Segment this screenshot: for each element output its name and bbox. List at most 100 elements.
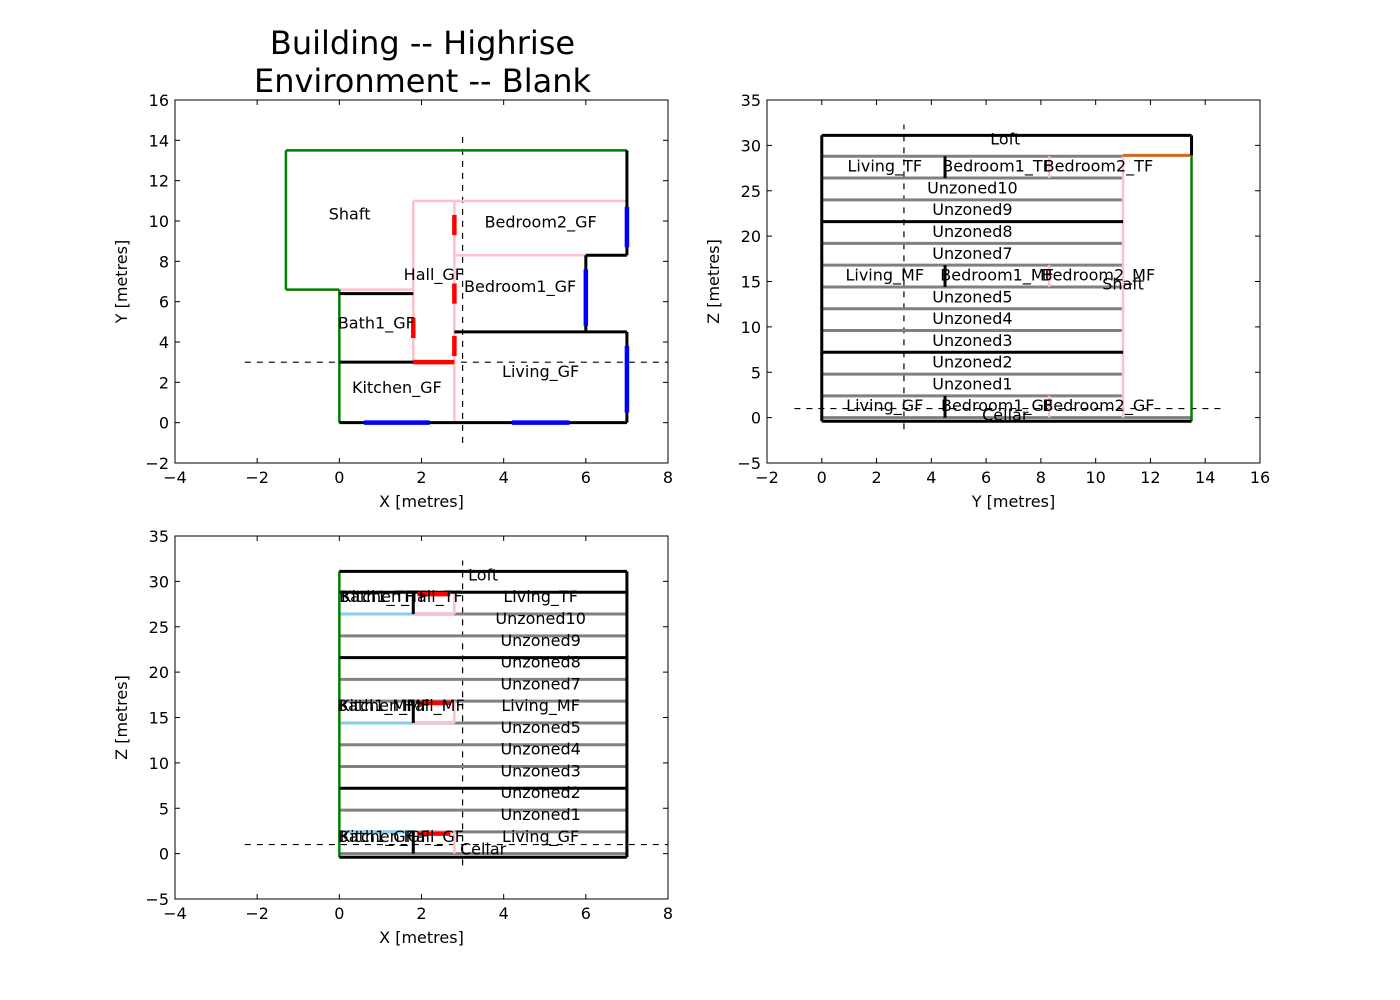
room-label: Hall_TF <box>405 587 463 607</box>
room-label: Bath1_MF <box>337 696 415 716</box>
y-tick-label: 2 <box>159 373 169 392</box>
room-label: Unzoned7 <box>500 674 580 693</box>
x-tick-label: 8 <box>663 904 673 923</box>
x-tick-label: −2 <box>245 904 269 923</box>
y-tick-label: 5 <box>751 363 761 382</box>
room-label: Living_TF <box>847 157 922 177</box>
room-label: Kitchen_MF <box>339 696 430 716</box>
room-label: Bedroom2_GF <box>485 213 597 233</box>
x-tick-label: 4 <box>499 468 509 487</box>
room-label: Shaft <box>1102 275 1144 294</box>
room-label: Bedroom2_MF <box>1042 266 1156 286</box>
x-tick-label: 0 <box>334 904 344 923</box>
y-tick-label: 6 <box>159 293 169 312</box>
y-axis-label: Z [metres] <box>704 239 723 324</box>
y-tick-label: 15 <box>149 709 169 728</box>
room-label: Unzoned4 <box>932 309 1012 328</box>
room-label: Unzoned8 <box>500 653 580 672</box>
y-tick-label: 5 <box>159 799 169 818</box>
y-tick-label: 10 <box>741 318 761 337</box>
y-tick-label: 10 <box>149 212 169 231</box>
x-tick-label: −4 <box>163 468 187 487</box>
x-tick-label: 12 <box>1140 468 1160 487</box>
room-label: Unzoned1 <box>500 805 580 824</box>
room-label: Living_MF <box>845 266 924 286</box>
x-tick-label: 2 <box>416 904 426 923</box>
room-label: Living_GF <box>846 396 923 416</box>
room-label: Unzoned3 <box>932 331 1012 350</box>
room-label: Hall_GF <box>404 265 464 285</box>
y-tick-label: 12 <box>149 172 169 191</box>
x-axis-label: X [metres] <box>379 492 464 511</box>
x-tick-label: 2 <box>416 468 426 487</box>
room-label: Unzoned9 <box>500 631 580 650</box>
y-tick-label: 20 <box>149 663 169 682</box>
x-axis-label: Y [metres] <box>971 492 1055 511</box>
room-label: Bath1_TF <box>339 587 413 607</box>
room-label: Unzoned4 <box>500 740 580 759</box>
room-label: Bedroom1_TF <box>942 157 1052 177</box>
room-label: Cellar <box>982 405 1029 424</box>
y-tick-label: 30 <box>149 572 169 591</box>
room-label: Unzoned5 <box>932 287 1012 306</box>
room-label: Bedroom2_GF <box>1042 396 1154 416</box>
room-label: Loft <box>990 129 1020 148</box>
x-tick-label: 8 <box>663 468 673 487</box>
x-tick-label: 6 <box>581 904 591 923</box>
y-tick-label: 35 <box>149 527 169 546</box>
y-tick-label: 0 <box>751 409 761 428</box>
y-tick-label: 25 <box>741 182 761 201</box>
room-label: Kitchen_GF <box>340 827 430 847</box>
x-tick-label: −2 <box>755 468 779 487</box>
y-tick-label: 14 <box>149 131 169 150</box>
y-tick-label: 16 <box>149 91 169 110</box>
room-label: Living_MF <box>501 696 580 716</box>
x-axis-label: X [metres] <box>379 928 464 947</box>
y-axis-label: Z [metres] <box>112 675 131 760</box>
x-tick-label: 16 <box>1250 468 1270 487</box>
y-tick-label: 8 <box>159 252 169 271</box>
room-label: Loft <box>468 565 498 584</box>
y-tick-label: 25 <box>149 618 169 637</box>
room-label: Kitchen_GF <box>352 378 442 398</box>
y-tick-label: 15 <box>741 273 761 292</box>
room-label: Bath1_GF <box>338 827 415 847</box>
room-label: Unzoned10 <box>495 609 586 628</box>
x-tick-label: 0 <box>817 468 827 487</box>
room-label: Unzoned1 <box>932 374 1012 393</box>
y-tick-label: −5 <box>145 890 169 909</box>
room-label: Unzoned2 <box>500 783 580 802</box>
x-tick-label: −4 <box>163 904 187 923</box>
x-tick-label: 0 <box>334 468 344 487</box>
x-tick-label: 14 <box>1195 468 1215 487</box>
room-label: Unzoned7 <box>932 244 1012 263</box>
room-label: Unzoned8 <box>932 222 1012 241</box>
x-tick-label: 10 <box>1085 468 1105 487</box>
room-label: Cellar <box>460 839 507 858</box>
room-label: Unzoned10 <box>927 178 1018 197</box>
y-axis-label: Y [metres] <box>112 240 131 324</box>
room-label: Unzoned5 <box>500 718 580 737</box>
room-label: Bedroom2_TF <box>1044 157 1154 177</box>
room-label: Bedroom1_GF <box>464 277 576 297</box>
room-label: Bath1_GF <box>338 313 415 333</box>
y-tick-label: 35 <box>741 91 761 110</box>
title-line-2: Environment -- Blank <box>253 62 592 100</box>
x-tick-label: 8 <box>1036 468 1046 487</box>
y-tick-label: −2 <box>145 454 169 473</box>
x-tick-label: 4 <box>499 904 509 923</box>
room-label: Unzoned9 <box>932 200 1012 219</box>
y-tick-label: −5 <box>737 454 761 473</box>
room-label: Unzoned2 <box>932 353 1012 372</box>
room-label: Shaft <box>329 204 371 223</box>
figure-title: Building -- Highrise Environment -- Blan… <box>170 24 675 100</box>
room-label: Living_TF <box>503 587 578 607</box>
title-line-1: Building -- Highrise <box>269 24 576 62</box>
y-tick-label: 0 <box>159 414 169 433</box>
